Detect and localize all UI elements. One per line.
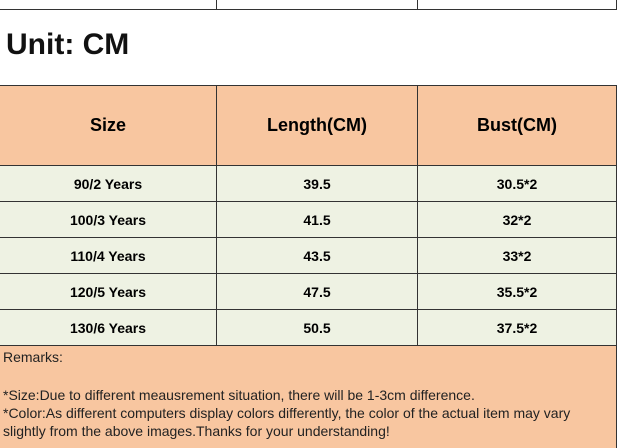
table-cell: 90/2 Years bbox=[0, 166, 217, 202]
header-cell: Length(CM) bbox=[217, 86, 418, 166]
table-cell: 120/5 Years bbox=[0, 274, 217, 310]
divider bbox=[216, 0, 217, 10]
table-cell: 37.5*2 bbox=[418, 310, 617, 346]
previous-table-edge bbox=[0, 0, 617, 10]
table-cell: 35.5*2 bbox=[418, 274, 617, 310]
unit-title: Unit: CM bbox=[6, 28, 130, 61]
remark-line: Remarks: bbox=[3, 349, 63, 365]
table-cell: 47.5 bbox=[217, 274, 418, 310]
header-cell: Size bbox=[0, 86, 217, 166]
table-cell: 110/4 Years bbox=[0, 238, 217, 274]
table-cell: 43.5 bbox=[217, 238, 418, 274]
table-cell: 39.5 bbox=[217, 166, 418, 202]
table-cell: 130/6 Years bbox=[0, 310, 217, 346]
table-cell: 50.5 bbox=[217, 310, 418, 346]
table-cell: 41.5 bbox=[217, 202, 418, 238]
remark-line: slightly from the above images.Thanks fo… bbox=[3, 423, 390, 439]
table-cell: 32*2 bbox=[418, 202, 617, 238]
header-cell: Bust(CM) bbox=[418, 86, 617, 166]
table-cell: 30.5*2 bbox=[418, 166, 617, 202]
remark-line: *Color:As different computers display co… bbox=[3, 405, 571, 421]
remarks: Remarks: *Size:Due to different meausreme… bbox=[0, 346, 617, 448]
table-top-border bbox=[0, 85, 617, 86]
remark-line: *Size:Due to different meausrement situa… bbox=[3, 387, 475, 403]
divider bbox=[417, 0, 418, 10]
table-cell: 100/3 Years bbox=[0, 202, 217, 238]
table-cell: 33*2 bbox=[418, 238, 617, 274]
